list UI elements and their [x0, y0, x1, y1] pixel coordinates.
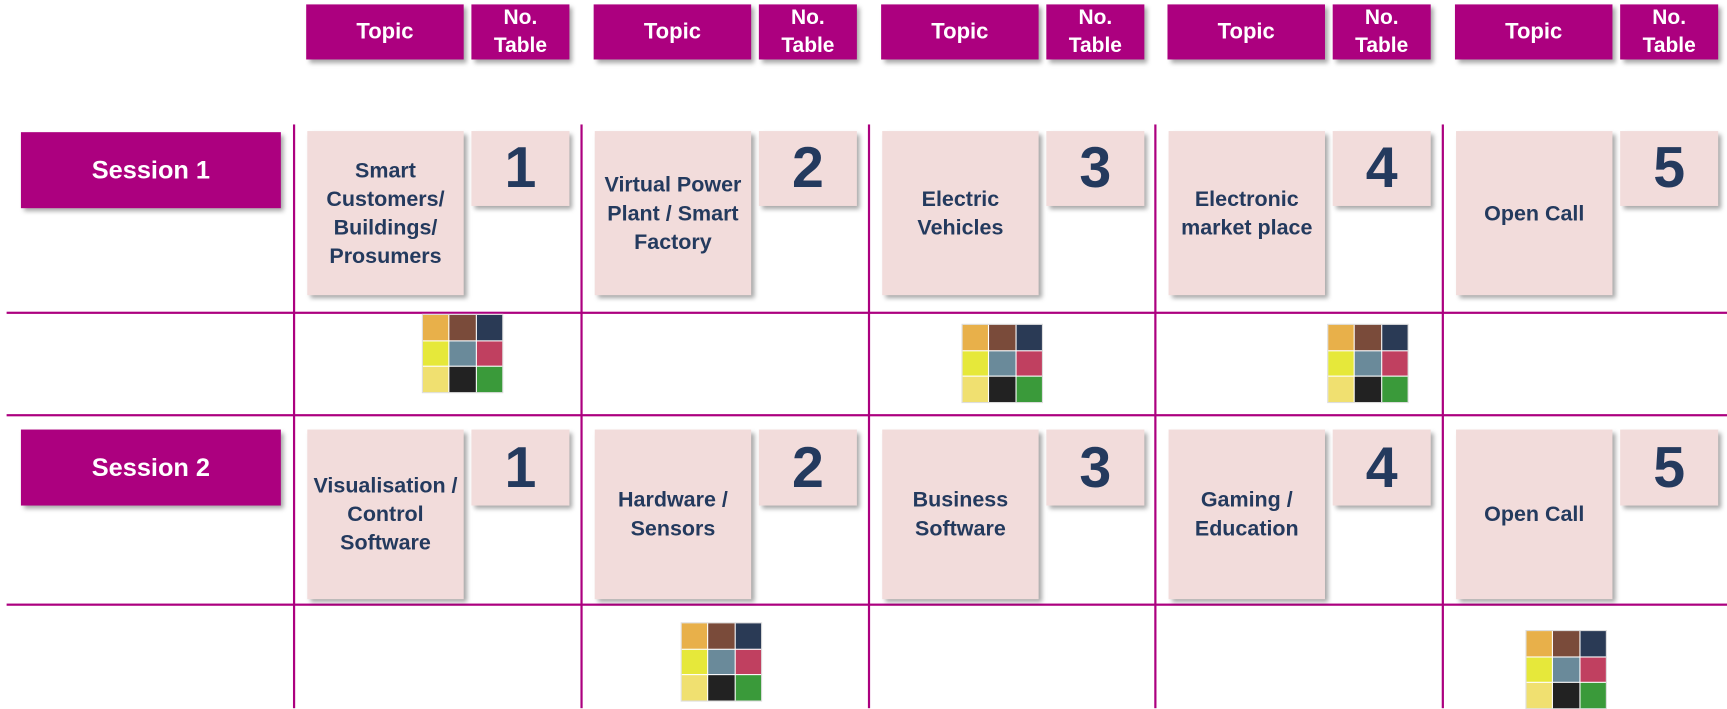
thumbnail-tile: [681, 623, 708, 649]
thumbnail-tile: [735, 675, 762, 701]
poster-thumbnail: [1327, 323, 1409, 404]
thumbnail-tile: [1526, 631, 1553, 657]
thumbnail-tile: [1553, 657, 1580, 683]
table-number: 4: [1332, 131, 1431, 206]
thumbnail-tile: [449, 341, 476, 367]
column-line: [867, 124, 871, 709]
thumbnail-tile: [735, 623, 762, 649]
thumbnail-tile: [1016, 377, 1042, 402]
thumbnail-tile: [1580, 631, 1606, 657]
row-line: [6, 603, 1727, 606]
thumbnail-tile: [1016, 350, 1042, 376]
column-line: [1441, 124, 1444, 709]
topic-card: Hardware / Sensors: [594, 429, 752, 600]
column-line: [580, 124, 583, 709]
thumbnail-tile: [476, 367, 503, 393]
table-number: 3: [1046, 131, 1145, 206]
table-number: 2: [758, 131, 857, 206]
column-line: [292, 124, 296, 709]
thumbnail-tile: [476, 315, 503, 340]
thumbnail-tile: [1381, 377, 1408, 402]
thumbnail-tile: [1355, 377, 1381, 402]
thumbnail-tile: [1381, 324, 1408, 350]
table-number: 1: [471, 131, 570, 206]
header-topic: Topic: [881, 4, 1039, 60]
header-table: No. Table: [1046, 4, 1145, 60]
thumbnail-tile: [1355, 350, 1381, 376]
thumbnail-tile: [449, 367, 476, 393]
thumbnail-tile: [708, 649, 735, 675]
thumbnail-tile: [681, 675, 708, 701]
poster-thumbnail: [421, 313, 504, 394]
thumbnail-tile: [962, 324, 989, 350]
thumbnail-tile: [989, 350, 1016, 376]
header-topic: Topic: [1167, 4, 1325, 60]
thumbnail-tile: [449, 315, 476, 340]
topic-card: Electric Vehicles: [882, 131, 1039, 296]
session-label: Session 2: [20, 429, 281, 506]
thumbnail-tile: [735, 649, 762, 675]
table-number: 1: [471, 429, 570, 506]
table-number: 5: [1620, 429, 1719, 506]
column-line: [1154, 124, 1157, 709]
thumbnail-tile: [1526, 657, 1553, 683]
thumbnail-tile: [422, 341, 449, 367]
topic-card: Electronic market place: [1168, 131, 1325, 296]
thumbnail-tile: [708, 623, 735, 649]
header-table: No. Table: [1332, 4, 1431, 60]
thumbnail-tile: [1580, 683, 1606, 709]
poster-thumbnail: [1525, 630, 1607, 709]
thumbnail-tile: [989, 377, 1016, 402]
thumbnail-tile: [422, 315, 449, 340]
thumbnail-tile: [1553, 683, 1580, 709]
header-table: No. Table: [758, 4, 857, 60]
header-table: No. Table: [1620, 4, 1719, 60]
table-number: 3: [1046, 429, 1145, 506]
header-topic: Topic: [306, 4, 464, 60]
thumbnail-tile: [1016, 324, 1042, 350]
topic-card: Business Software: [882, 429, 1039, 600]
thumbnail-tile: [476, 341, 503, 367]
thumbnail-tile: [1328, 324, 1354, 350]
topic-card: Open Call: [1456, 131, 1613, 296]
table-number: 4: [1332, 429, 1431, 506]
topic-card: Virtual Power Plant / Smart Factory: [594, 131, 752, 296]
row-line: [6, 311, 1727, 314]
poster-thumbnail: [961, 323, 1044, 404]
session-label: Session 1: [20, 132, 281, 209]
thumbnail-tile: [1526, 683, 1553, 709]
header-table: No. Table: [471, 4, 570, 60]
thumbnail-tile: [422, 367, 449, 393]
header-topic: Topic: [593, 4, 752, 60]
thumbnail-tile: [1328, 377, 1354, 402]
thumbnail-tile: [1381, 350, 1408, 376]
topic-card: Open Call: [1456, 429, 1613, 600]
thumbnail-tile: [1580, 657, 1606, 683]
thumbnail-tile: [708, 675, 735, 701]
header-topic: Topic: [1454, 4, 1613, 60]
topic-card: Visualisation / Control Software: [307, 429, 464, 600]
topic-card: Gaming / Education: [1168, 429, 1325, 600]
table-number: 2: [758, 429, 857, 506]
thumbnail-tile: [1328, 350, 1354, 376]
table-number: 5: [1620, 131, 1719, 206]
thumbnail-tile: [681, 649, 708, 675]
thumbnail-tile: [962, 377, 989, 402]
row-line: [6, 414, 1727, 417]
topic-card: Smart Customers/ Buildings/ Prosumers: [307, 131, 464, 296]
poster-thumbnail: [680, 622, 763, 702]
thumbnail-tile: [962, 350, 989, 376]
thumbnail-tile: [989, 324, 1016, 350]
thumbnail-tile: [1355, 324, 1381, 350]
thumbnail-tile: [1553, 631, 1580, 657]
